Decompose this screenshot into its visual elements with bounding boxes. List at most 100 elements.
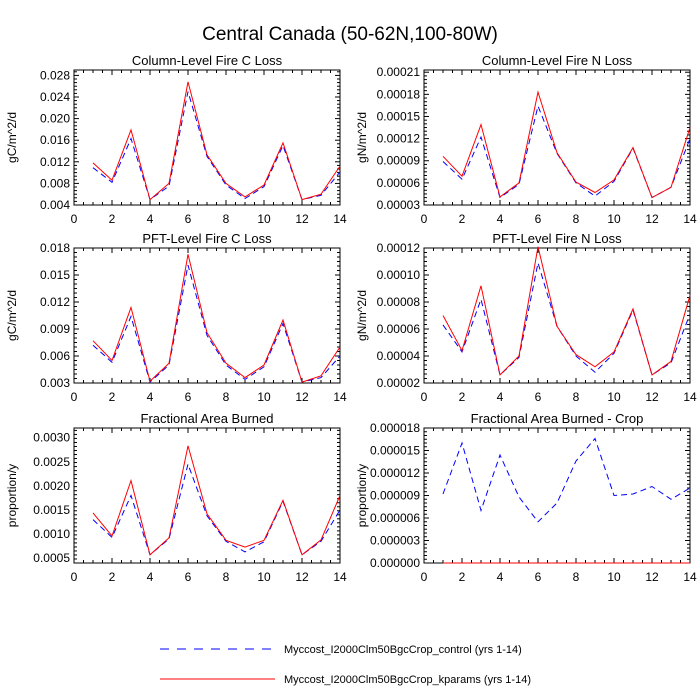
chart-grid: 0 2 4 6 8 10 12 14 0.004 0.008 0.012 0.016 0.020 0.02… — [5, 53, 697, 584]
x-tick-label: 8 — [573, 212, 580, 226]
y-tick-label: 0.000003 — [370, 534, 420, 548]
y-tick-label: 0.018 — [40, 241, 70, 255]
x-tick-label: 4 — [497, 570, 504, 584]
y-tick-label: 0.016 — [40, 133, 70, 147]
x-tick-label: 12 — [295, 212, 309, 226]
y-tick-label: 0.008 — [40, 176, 70, 190]
x-tick-label: 4 — [497, 390, 504, 404]
y-tick-label: 0.000015 — [370, 444, 420, 458]
x-tick-label: 2 — [109, 212, 116, 226]
legend: Myccost_I2000Clm50BgcCrop_control (yrs 1… — [160, 644, 531, 686]
x-tick-label: 12 — [645, 390, 659, 404]
plot-frame — [73, 69, 341, 206]
x-tick-label: 6 — [185, 212, 192, 226]
x-tick-label: 4 — [147, 390, 154, 404]
x-tick-label: 0 — [421, 390, 428, 404]
y-tick-label: 0.000012 — [370, 466, 420, 480]
panel-title: Fractional Area Burned — [141, 411, 274, 426]
y-tick-label: 0.028 — [40, 68, 70, 82]
plot-frame — [73, 427, 341, 564]
x-tick-label: 10 — [257, 390, 271, 404]
y-tick-label: 0.000006 — [370, 511, 420, 525]
x-tick-label: 2 — [109, 390, 116, 404]
chart-panel-1: 0 2 4 6 8 10 12 14 0.004 0.008 0.012 0.016 0.020 0.02… — [5, 53, 347, 226]
y-tick-label: 0.00009 — [377, 154, 421, 168]
x-tick-label: 8 — [223, 212, 230, 226]
y-tick-label: 0.006 — [40, 349, 70, 363]
x-tick-label: 14 — [683, 570, 697, 584]
x-tick-label: 14 — [683, 390, 697, 404]
panel-title: Column-Level Fire N Loss — [482, 53, 633, 68]
y-tick-label: 0.00006 — [377, 176, 421, 190]
x-tick-label: 4 — [147, 570, 154, 584]
chart-panel-4: 0 2 4 6 8 10 12 14 0.00002 0.00004 0.00006 0.00008 0… — [355, 231, 697, 404]
chart-panel-6: 0 2 4 6 8 10 12 14 0.000000 0.000003 0.000006 0.000… — [355, 411, 697, 584]
x-tick-label: 8 — [573, 390, 580, 404]
y-tick-label: 0.015 — [40, 268, 70, 282]
y-tick-label: 0.00004 — [377, 349, 421, 363]
figure-title: Central Canada (50-62N,100-80W) — [202, 24, 498, 45]
series-line-kparams — [92, 254, 341, 383]
y-axis-label: gC/m^2/d — [5, 112, 19, 163]
x-tick-label: 4 — [147, 212, 154, 226]
x-tick-label: 12 — [295, 390, 309, 404]
series-line-kparams — [92, 445, 341, 556]
panel-title: Column-Level Fire C Loss — [132, 53, 283, 68]
x-tick-label: 14 — [333, 390, 347, 404]
chart-panel-3: 0 2 4 6 8 10 12 14 0.003 0.006 0.009 0.012 0.015 0.01… — [5, 231, 347, 404]
plot-frame — [73, 247, 341, 384]
chart-panel-2: 0 2 4 6 8 10 12 14 0.00003 0.00006 0.00009 0.00012 0… — [355, 53, 697, 226]
y-tick-label: 0.0030 — [33, 431, 70, 445]
y-axis-label: gN/m^2/d — [355, 112, 369, 163]
y-tick-label: 0.00012 — [377, 241, 421, 255]
y-tick-label: 0.0015 — [33, 503, 70, 517]
y-tick-label: 0.009 — [40, 322, 70, 336]
x-tick-label: 10 — [607, 390, 621, 404]
y-tick-label: 0.0005 — [33, 551, 70, 565]
chart-panel-5: 0 2 4 6 8 10 12 14 0.0005 0.0010 0.0015 0.0020 0.002… — [5, 411, 347, 584]
x-tick-label: 6 — [185, 390, 192, 404]
plot-frame — [423, 247, 691, 384]
x-tick-label: 2 — [109, 570, 116, 584]
y-tick-label: 0.020 — [40, 112, 70, 126]
y-axis-label: gC/m^2/d — [5, 290, 19, 341]
y-tick-label: 0.003 — [40, 376, 70, 390]
y-tick-label: 0.00012 — [377, 132, 421, 146]
x-tick-label: 4 — [497, 212, 504, 226]
x-tick-label: 8 — [223, 570, 230, 584]
x-tick-label: 8 — [223, 390, 230, 404]
x-tick-label: 0 — [421, 570, 428, 584]
legend-label-control: Myccost_I2000Clm50BgcCrop_control (yrs 1… — [284, 644, 522, 656]
plot-frame — [423, 427, 691, 564]
y-axis-label: proportion/y — [355, 464, 369, 527]
x-tick-label: 2 — [459, 390, 466, 404]
y-tick-label: 0.000018 — [370, 421, 420, 435]
y-tick-label: 0.0025 — [33, 455, 70, 469]
series-line-control — [442, 262, 691, 376]
x-tick-label: 0 — [71, 212, 78, 226]
x-tick-label: 6 — [535, 570, 542, 584]
y-tick-label: 0.0010 — [33, 527, 70, 541]
series-line-control — [442, 104, 691, 199]
y-tick-label: 0.00003 — [377, 198, 421, 212]
x-tick-label: 10 — [607, 212, 621, 226]
x-tick-label: 12 — [645, 212, 659, 226]
y-tick-label: 0.00008 — [377, 295, 421, 309]
y-axis-label: gN/m^2/d — [355, 290, 369, 341]
y-tick-label: 0.000009 — [370, 489, 420, 503]
x-tick-label: 0 — [71, 570, 78, 584]
x-tick-label: 12 — [645, 570, 659, 584]
panel-title: Fractional Area Burned - Crop — [471, 411, 644, 426]
y-tick-label: 0.00018 — [377, 87, 421, 101]
series-line-kparams — [92, 81, 341, 201]
x-tick-label: 0 — [421, 212, 428, 226]
y-axis-label: proportion/y — [5, 464, 19, 527]
y-tick-label: 0.024 — [40, 90, 70, 104]
y-tick-label: 0.00002 — [377, 376, 421, 390]
series-line-control — [92, 264, 341, 384]
y-tick-label: 0.004 — [40, 198, 70, 212]
x-tick-label: 10 — [257, 570, 271, 584]
x-tick-label: 10 — [257, 212, 271, 226]
y-tick-label: 0.0020 — [33, 479, 70, 493]
